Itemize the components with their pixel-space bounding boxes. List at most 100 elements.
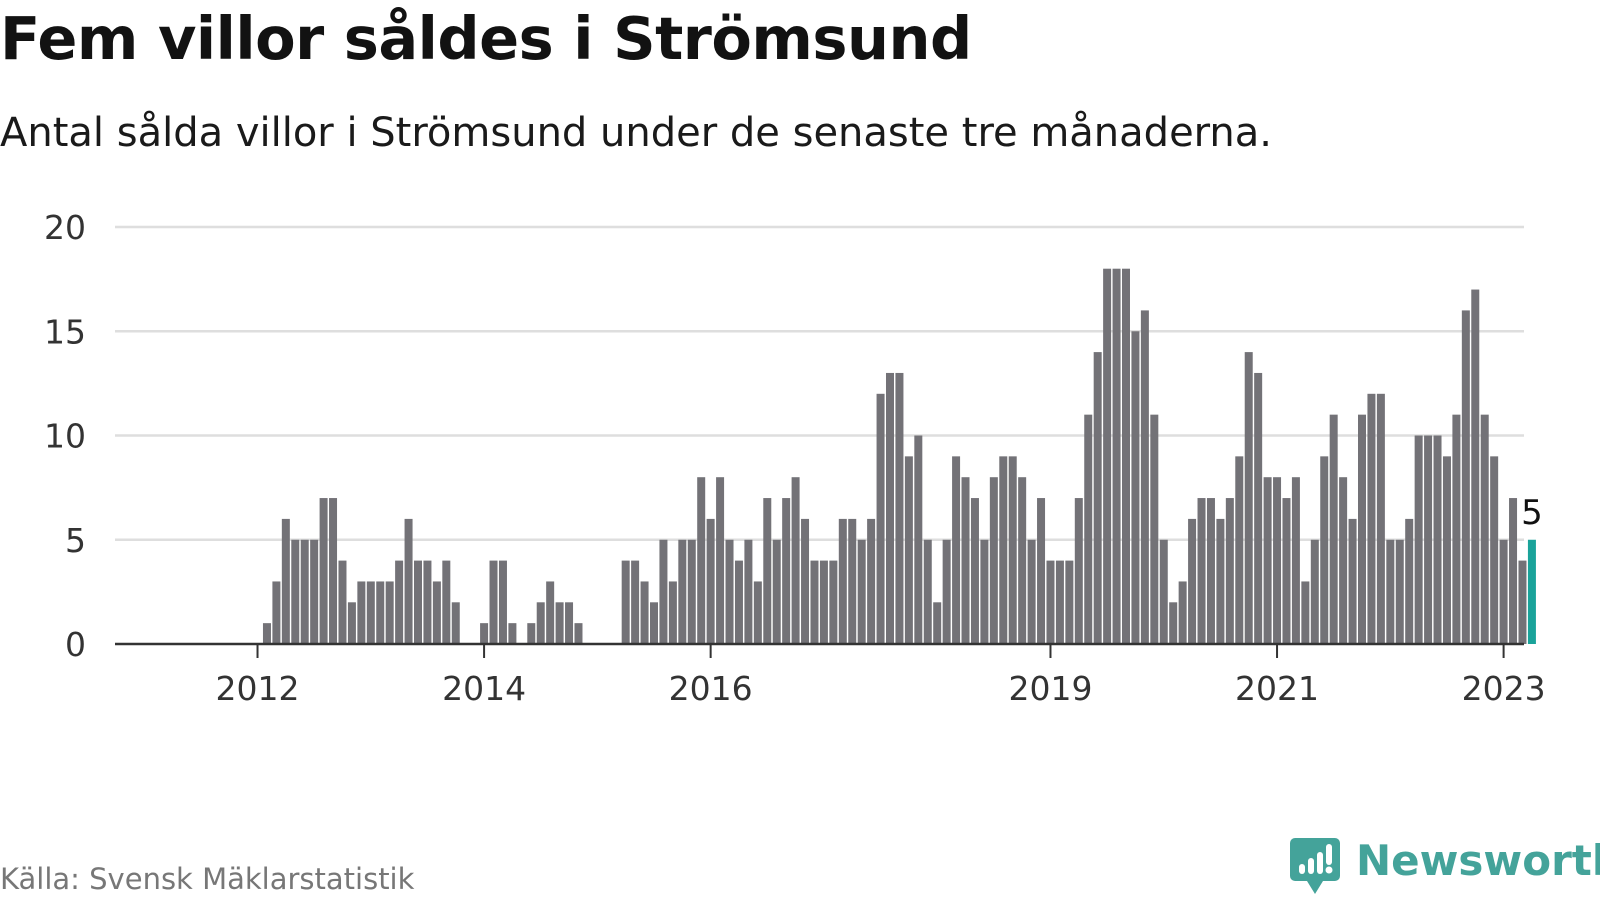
bar: [546, 581, 555, 644]
bar: [1405, 518, 1414, 644]
bar: [1461, 310, 1470, 644]
data-labels: 5: [1521, 493, 1543, 533]
bar: [970, 498, 979, 644]
bar: [895, 372, 904, 644]
bar: [659, 539, 668, 644]
bar: [1376, 393, 1385, 644]
bar: [1329, 414, 1338, 644]
bar: [933, 602, 942, 644]
bar: [867, 518, 876, 644]
bar: [1395, 539, 1404, 644]
bar: [1225, 498, 1234, 644]
bar: [725, 539, 734, 644]
bar: [1442, 456, 1451, 644]
bar: [300, 539, 309, 644]
bar: [989, 477, 998, 644]
bar: [716, 477, 725, 644]
bar: [744, 539, 753, 644]
bar: [1169, 602, 1178, 644]
bar: [810, 560, 819, 644]
bar: [838, 518, 847, 644]
bar: [1414, 435, 1423, 644]
bar: [1424, 435, 1433, 644]
bar: [706, 518, 715, 644]
bar: [782, 498, 791, 644]
bar: [1008, 456, 1017, 644]
bar: [1452, 414, 1461, 644]
bar: [1263, 477, 1272, 644]
bar: [319, 498, 328, 644]
bar: [442, 560, 451, 644]
bar: [1480, 414, 1489, 644]
bar: [999, 456, 1008, 644]
bar: [385, 581, 394, 644]
bar: [555, 602, 564, 644]
bar: [848, 518, 857, 644]
bar: [1018, 477, 1027, 644]
bar: [753, 581, 762, 644]
bar: [1273, 477, 1282, 644]
source-note: Källa: Svensk Mäklarstatistik: [0, 862, 415, 896]
newsworthy-logo: Newsworthy: [1290, 838, 1600, 894]
bar: [1471, 289, 1480, 644]
y-tick-label: 5: [65, 521, 86, 560]
bar: [904, 456, 913, 644]
y-axis-tick-labels: 0 5 10 15 20: [44, 208, 86, 664]
bar: [1282, 498, 1291, 644]
bar: [489, 560, 498, 644]
x-tick-label: 2023: [1462, 669, 1546, 708]
bar: [1320, 456, 1329, 644]
bar: [1235, 456, 1244, 644]
bar: [1291, 477, 1300, 644]
bar: [886, 372, 894, 644]
bar: [980, 539, 989, 644]
bar: [1074, 498, 1083, 644]
bar: [1103, 268, 1112, 644]
bar: [697, 477, 706, 644]
bar: [1216, 518, 1225, 644]
bar: [272, 581, 281, 644]
bar: [423, 560, 432, 644]
bar: [574, 623, 583, 644]
bar: [1490, 456, 1499, 644]
bar: [791, 477, 800, 644]
y-tick-label: 0: [65, 625, 86, 664]
bar: [1433, 435, 1442, 644]
bar: [1122, 268, 1130, 644]
y-tick-label: 10: [44, 417, 86, 456]
bar: [678, 539, 687, 644]
bar: [414, 560, 422, 644]
bar: [952, 456, 961, 644]
bar: [1358, 414, 1366, 644]
bar: [819, 560, 828, 644]
bar: [1131, 331, 1140, 644]
bar: [1150, 414, 1159, 644]
x-tick-label: 2016: [669, 669, 753, 708]
bar: [801, 518, 810, 644]
bar: [1244, 352, 1253, 644]
bar: [1027, 539, 1036, 644]
bar: [687, 539, 696, 644]
bar: [640, 581, 649, 644]
bar: [1093, 352, 1102, 644]
bar: [498, 560, 507, 644]
bar: [404, 518, 413, 644]
bar: [565, 602, 574, 644]
highlight-data-label: 5: [1521, 493, 1543, 533]
bar: [961, 477, 970, 644]
chart-subtitle: Antal sålda villor i Strömsund under de …: [0, 110, 1272, 156]
x-tick-label: 2012: [216, 669, 300, 708]
y-tick-label: 15: [44, 312, 86, 351]
bar: [310, 539, 319, 644]
bar: [1386, 539, 1395, 644]
bar: [1055, 560, 1064, 644]
bar: [1159, 539, 1168, 644]
bar: [357, 581, 366, 644]
bar: [650, 602, 658, 644]
bar: [366, 581, 375, 644]
bar: [1188, 518, 1197, 644]
bar: [262, 623, 271, 644]
bar: [451, 602, 460, 644]
bar: [338, 560, 347, 644]
bar: [376, 581, 385, 644]
